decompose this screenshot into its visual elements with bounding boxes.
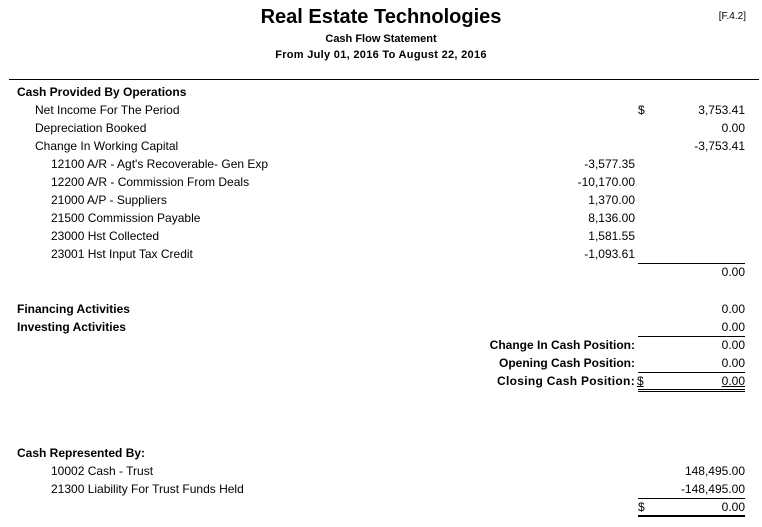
financing-amount: 0.00 [721, 302, 745, 316]
depreciation-amount: 0.00 [721, 121, 745, 135]
represented-total-currency: $ [638, 500, 645, 514]
represented-item-label: 21300 Liability For Trust Funds Held [51, 482, 244, 496]
change-cash-label: Change In Cash Position: [489, 338, 635, 352]
report-code: [F.4.2] [718, 11, 746, 22]
closing-double-rule-2 [638, 391, 745, 392]
account-row-label: 12100 A/R - Agt's Recoverable- Gen Exp [51, 157, 269, 171]
account-row-amount: 1,581.55 [588, 229, 635, 243]
account-row-label: 12200 A/R - Commission From Deals [51, 175, 250, 189]
net-income-currency: $ [638, 103, 645, 117]
header-divider [9, 79, 759, 80]
account-row-amount: 8,136.00 [588, 211, 635, 225]
closing-double-rule-1 [638, 389, 745, 390]
report-period: From July 01, 2016 To August 22, 2016 [275, 49, 487, 61]
account-row-amount: 1,370.00 [588, 193, 635, 207]
account-row-label: 21500 Commission Payable [51, 211, 201, 225]
net-income-amount: 3,753.41 [698, 103, 745, 117]
report-title: Cash Flow Statement [325, 33, 437, 45]
subtotal-rule [638, 263, 745, 264]
investing-label: Investing Activities [17, 320, 126, 334]
represented-total-rule [638, 498, 745, 499]
working-capital-amount: -3,753.41 [694, 139, 745, 153]
closing-cash-label: Closing Cash Position: [497, 374, 635, 388]
account-row-amount: -10,170.00 [577, 175, 635, 189]
account-row-label: 23001 Hst Input Tax Credit [51, 247, 193, 261]
financing-label: Financing Activities [17, 302, 130, 316]
working-capital-label: Change In Working Capital [35, 139, 179, 153]
depreciation-label: Depreciation Booked [35, 121, 147, 135]
change-rule [638, 336, 745, 337]
represented-item-amount: -148,495.00 [680, 482, 745, 496]
closing-cash-amount: 0.00 [721, 374, 745, 388]
represented-total-amount: 0.00 [721, 500, 745, 514]
account-row-label: 21000 A/P - Suppliers [51, 193, 167, 207]
investing-amount: 0.00 [721, 320, 745, 334]
closing-top-rule [638, 372, 745, 373]
account-row-amount: -1,093.61 [584, 247, 635, 261]
opening-cash-label: Opening Cash Position: [498, 356, 635, 370]
account-row-label: 23000 Hst Collected [51, 229, 160, 243]
closing-cash-currency: $ [637, 374, 644, 388]
represented-item-label: 10002 Cash - Trust [51, 464, 154, 478]
represented-double-rule [638, 515, 745, 517]
operations-subtotal: 0.00 [721, 265, 745, 279]
net-income-label: Net Income For The Period [35, 103, 180, 117]
represented-heading: Cash Represented By: [17, 446, 146, 460]
operations-heading: Cash Provided By Operations [17, 85, 187, 99]
opening-cash-amount: 0.00 [721, 356, 745, 370]
company-name: Real Estate Technologies [260, 6, 502, 28]
represented-item-amount: 148,495.00 [684, 464, 745, 478]
account-row-amount: -3,577.35 [584, 157, 635, 171]
change-cash-amount: 0.00 [721, 338, 745, 352]
